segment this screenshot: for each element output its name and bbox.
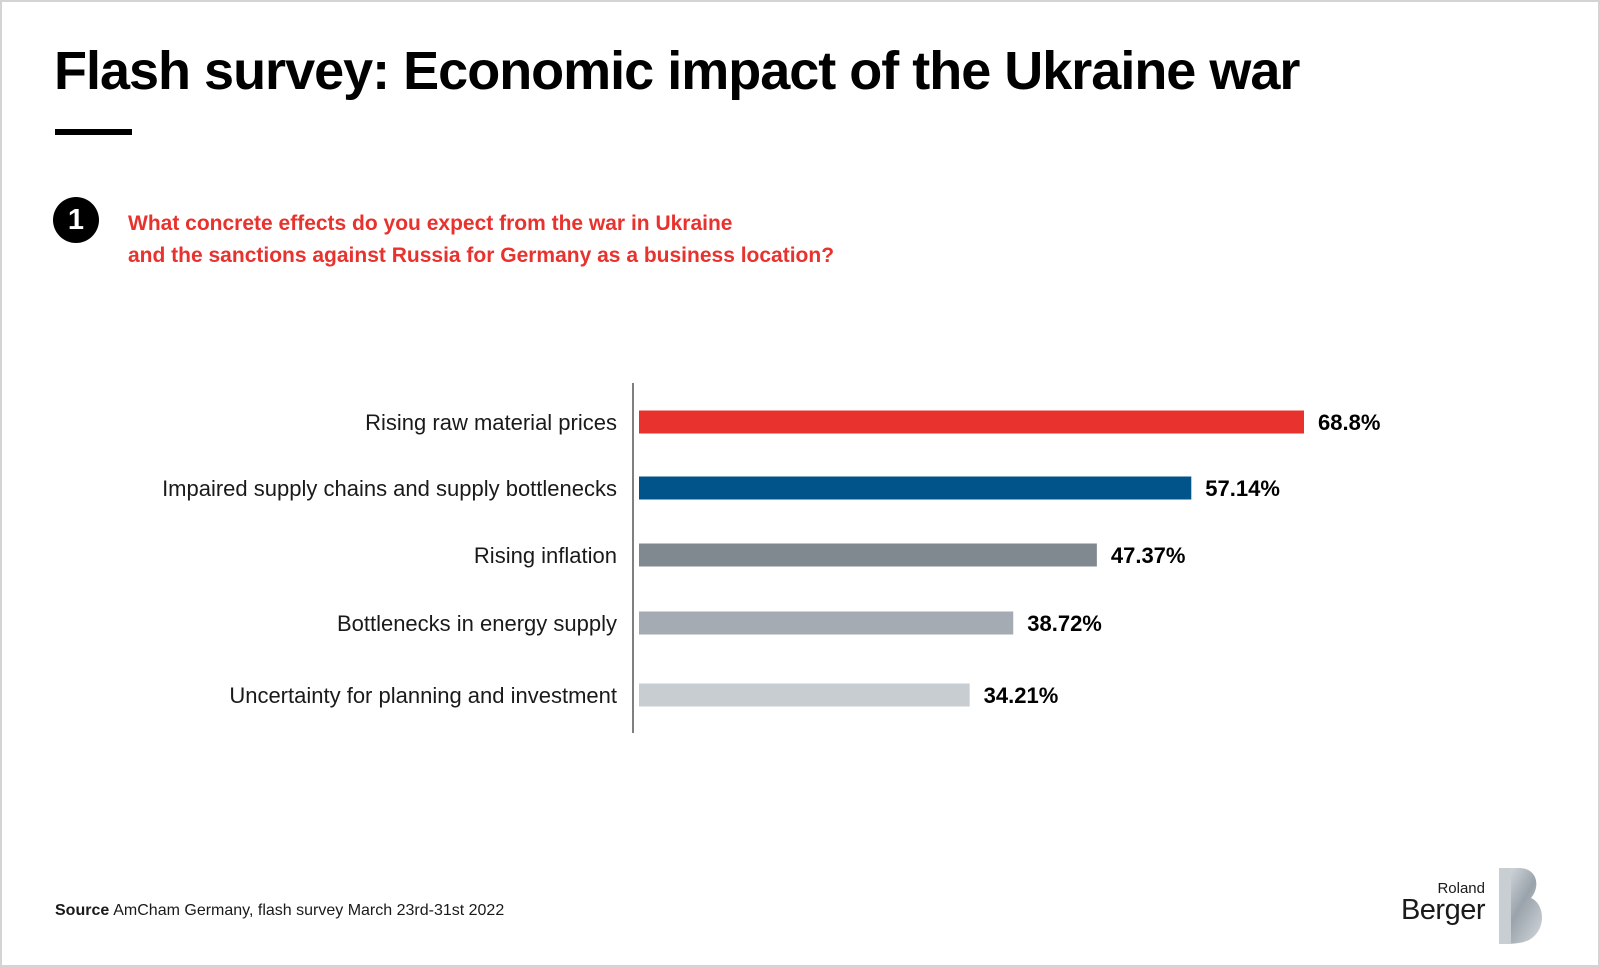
source-note: Source AmCham Germany, flash survey March… bbox=[55, 902, 504, 920]
bar bbox=[639, 683, 970, 707]
title-underline bbox=[55, 129, 132, 135]
category-label: Uncertainty for planning and investment bbox=[229, 683, 617, 708]
value-label: 34.21% bbox=[984, 683, 1059, 708]
b-logo-mark-icon bbox=[1499, 868, 1542, 944]
source-text: AmCham Germany, flash survey March 23rd-… bbox=[113, 902, 505, 919]
logo-text-roland: Roland bbox=[1437, 880, 1485, 897]
logo-text-berger: Berger bbox=[1400, 894, 1486, 926]
bar bbox=[639, 476, 1192, 500]
bar bbox=[639, 410, 1304, 434]
survey-question-line-1: What concrete effects do you expect from… bbox=[128, 212, 733, 235]
survey-question-line-2: and the sanctions against Russia for Ger… bbox=[128, 244, 835, 267]
category-label: Impaired supply chains and supply bottle… bbox=[162, 476, 617, 501]
source-label: Source bbox=[55, 902, 110, 919]
value-label: 57.14% bbox=[1205, 476, 1280, 501]
bar bbox=[639, 543, 1097, 567]
page-title: Flash survey: Economic impact of the Ukr… bbox=[54, 41, 1300, 101]
bar bbox=[639, 611, 1014, 635]
category-label: Rising raw material prices bbox=[365, 410, 617, 435]
category-label: Rising inflation bbox=[474, 543, 617, 568]
value-label: 47.37% bbox=[1111, 543, 1186, 568]
roland-berger-logo: Roland Berger bbox=[1397, 868, 1547, 944]
category-label: Bottlenecks in energy supply bbox=[337, 611, 617, 636]
question-number-badge: 1 bbox=[53, 197, 99, 243]
value-label: 38.72% bbox=[1027, 611, 1102, 636]
value-label: 68.8% bbox=[1318, 410, 1380, 435]
survey-question: What concrete effects do you expect from… bbox=[128, 208, 834, 272]
